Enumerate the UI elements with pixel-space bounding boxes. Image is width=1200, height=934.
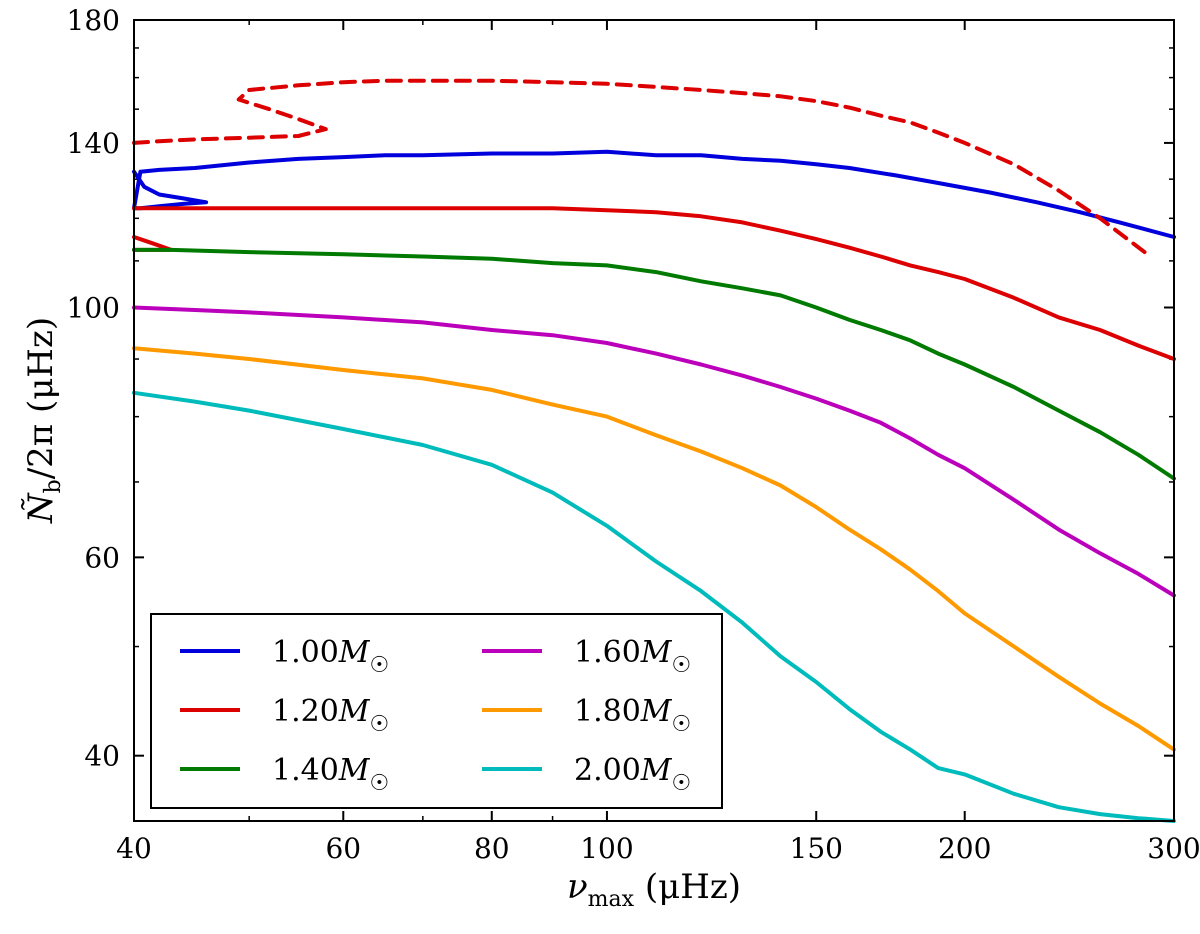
legend-mass-symbol: M	[640, 694, 673, 729]
legend-box	[150, 613, 723, 809]
x-tick-label: 150	[790, 832, 843, 865]
x-tick-label: 40	[116, 832, 152, 865]
y-tick-label: 60	[84, 541, 120, 574]
legend-label-1.60: 1.60M☉	[574, 635, 691, 678]
legend-sun-symbol: ☉	[370, 653, 390, 678]
x-tick-label: 200	[938, 832, 991, 865]
legend-label-1.00: 1.00M☉	[272, 635, 389, 678]
series-group	[132, 78, 1176, 823]
legend-mass: 2.00	[574, 753, 641, 788]
legend-mass-symbol: M	[640, 635, 673, 670]
y-axis-label: Ñb/2π (μHz)	[20, 317, 66, 524]
x-axis-label: νmax (μHz)	[567, 867, 741, 912]
y-tick-label: 180	[67, 4, 120, 37]
series-line-1.20-dashed	[132, 78, 1150, 257]
plot-frame	[133, 19, 1175, 822]
series-line-1.20	[132, 206, 1176, 361]
legend-mass-symbol: M	[338, 635, 371, 670]
legend-sun-symbol: ☉	[672, 771, 692, 796]
y-tick-label: 40	[84, 740, 120, 773]
y-tick-label: 140	[67, 127, 120, 160]
legend-mass: 1.80	[574, 694, 641, 729]
y-axis-rest: /2π (μHz)	[21, 317, 61, 479]
legend-mass: 1.00	[272, 635, 339, 670]
y-axis-symbol: Ñ	[20, 492, 61, 524]
x-axis-subscript: max	[588, 887, 635, 912]
legend-sun-symbol: ☉	[672, 712, 692, 737]
legend-label-1.80: 1.80M☉	[574, 694, 691, 737]
y-tick-label: 100	[67, 292, 120, 325]
legend-mass: 1.40	[272, 753, 339, 788]
series-line-1.60	[132, 305, 1176, 598]
legend-sun-symbol: ☉	[370, 712, 390, 737]
x-tick-label: 80	[474, 832, 510, 865]
legend-mass: 1.60	[574, 635, 641, 670]
series-line-1.00	[132, 149, 1176, 239]
series-line-1.40	[132, 247, 1176, 481]
legend-mass-symbol: M	[338, 753, 371, 788]
x-axis-unit: (μHz)	[634, 867, 741, 907]
legend-sun-symbol: ☉	[672, 653, 692, 678]
legend-label-1.20: 1.20M☉	[272, 694, 389, 737]
x-axis-symbol: ν	[567, 867, 588, 907]
tick-labels: 40 60 80 100 150 200 300 40 60 100 140 180	[67, 4, 1200, 865]
legend-sun-symbol: ☉	[370, 771, 390, 796]
x-tick-label: 60	[325, 832, 361, 865]
series-line-2.00	[132, 390, 1176, 823]
x-tick-label: 300	[1147, 832, 1200, 865]
legend: 1.00M☉1.20M☉1.40M☉1.60M☉1.80M☉2.00M☉	[150, 613, 723, 809]
legend-mass-symbol: M	[338, 694, 371, 729]
legend-mass: 1.20	[272, 694, 339, 729]
legend-mass-symbol: M	[640, 753, 673, 788]
x-tick-label: 100	[580, 832, 633, 865]
y-axis-subscript: b	[41, 479, 66, 493]
legend-label-1.40: 1.40M☉	[272, 753, 389, 796]
series-line-1.80	[132, 346, 1176, 752]
legend-label-2.00: 2.00M☉	[574, 753, 691, 796]
